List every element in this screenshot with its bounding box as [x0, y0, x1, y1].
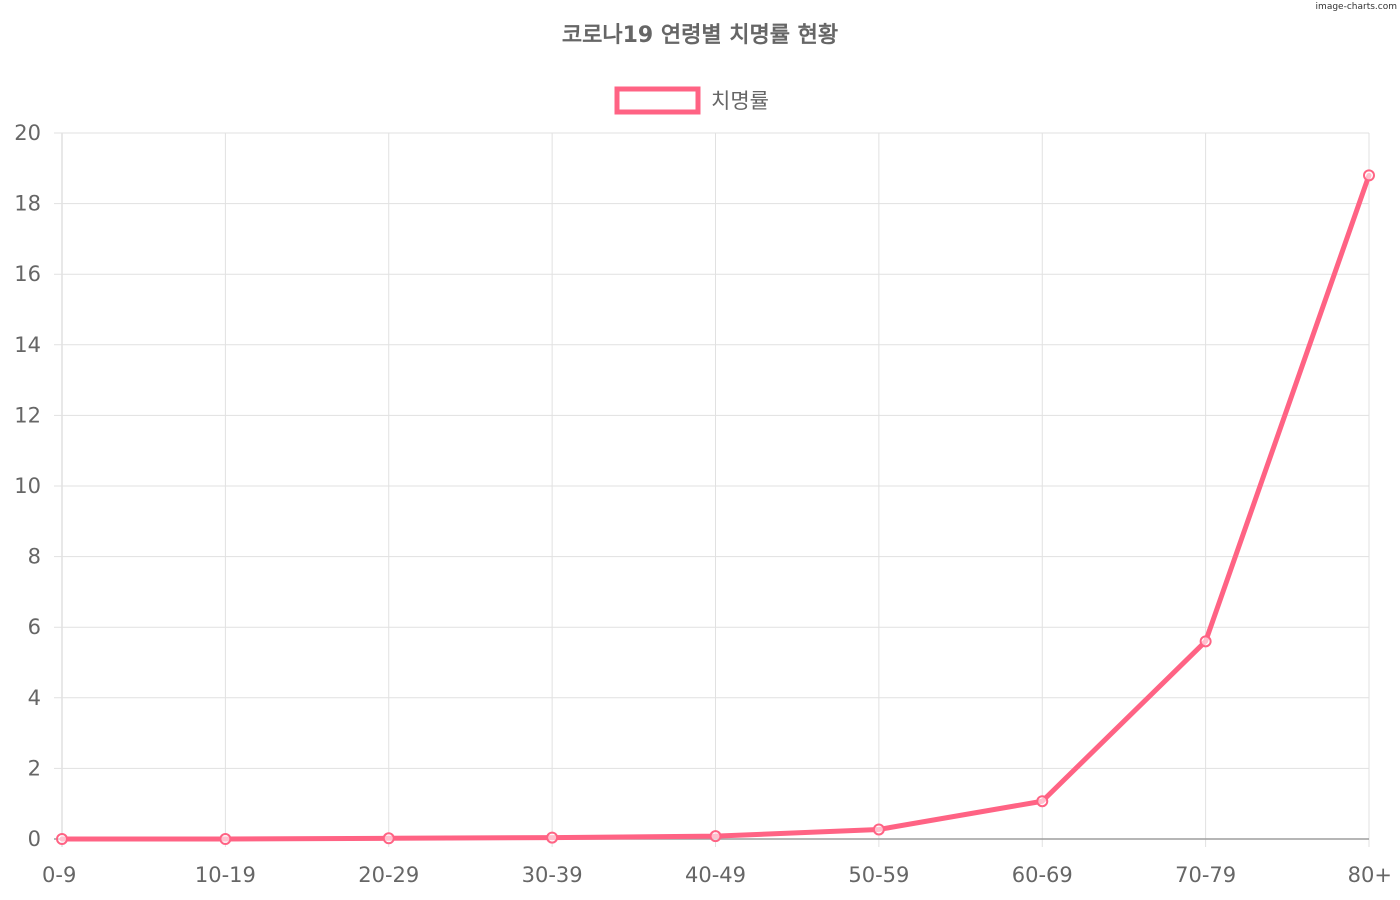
y-tick-label: 6 [28, 615, 41, 639]
y-tick-label: 2 [28, 756, 41, 780]
y-tick-label: 4 [28, 686, 41, 710]
legend[interactable]: 치명률 [614, 86, 769, 115]
data-point[interactable] [546, 831, 559, 844]
y-tick-label: 20 [14, 121, 41, 145]
axes [54, 133, 1369, 847]
x-tick-label: 80+ [1348, 863, 1392, 887]
x-tick-label: 70-79 [1175, 863, 1236, 887]
grid [54, 132, 1370, 847]
data-point[interactable] [382, 832, 395, 845]
x-tick-label: 0-9 [42, 863, 76, 887]
series [56, 169, 1375, 845]
y-tick-label: 12 [14, 403, 41, 427]
tick-labels: 0 2 4 6 8 10 12 14 16 18 20 0-9 10-19 20-29 30-39 40-49… [14, 121, 1392, 887]
x-tick-label: 30-39 [522, 863, 583, 887]
legend-swatch [614, 86, 701, 115]
y-tick-label: 18 [14, 192, 41, 216]
y-tick-label: 8 [28, 545, 41, 569]
y-tick-label: 14 [14, 333, 41, 357]
x-tick-label: 60-69 [1012, 863, 1073, 887]
y-tick-label: 16 [14, 262, 41, 286]
legend-label: 치명률 [711, 89, 769, 113]
y-tick-label: 0 [28, 827, 41, 851]
chart-title: 코로나19 연령별 치명률 현황 [562, 23, 838, 48]
x-tick-label: 20-29 [358, 863, 419, 887]
data-point[interactable] [219, 833, 232, 845]
data-point[interactable] [709, 830, 722, 843]
data-point[interactable] [56, 833, 68, 845]
data-point[interactable] [1363, 169, 1375, 182]
data-point[interactable] [872, 823, 885, 836]
x-tick-label: 50-59 [848, 863, 909, 887]
x-tick-label: 10-19 [195, 863, 256, 887]
data-point[interactable] [1036, 795, 1049, 808]
y-tick-label: 10 [14, 474, 41, 498]
x-tick-label: 40-49 [685, 863, 746, 887]
data-point[interactable] [1199, 635, 1212, 648]
watermark: image-charts.com [1316, 2, 1397, 12]
